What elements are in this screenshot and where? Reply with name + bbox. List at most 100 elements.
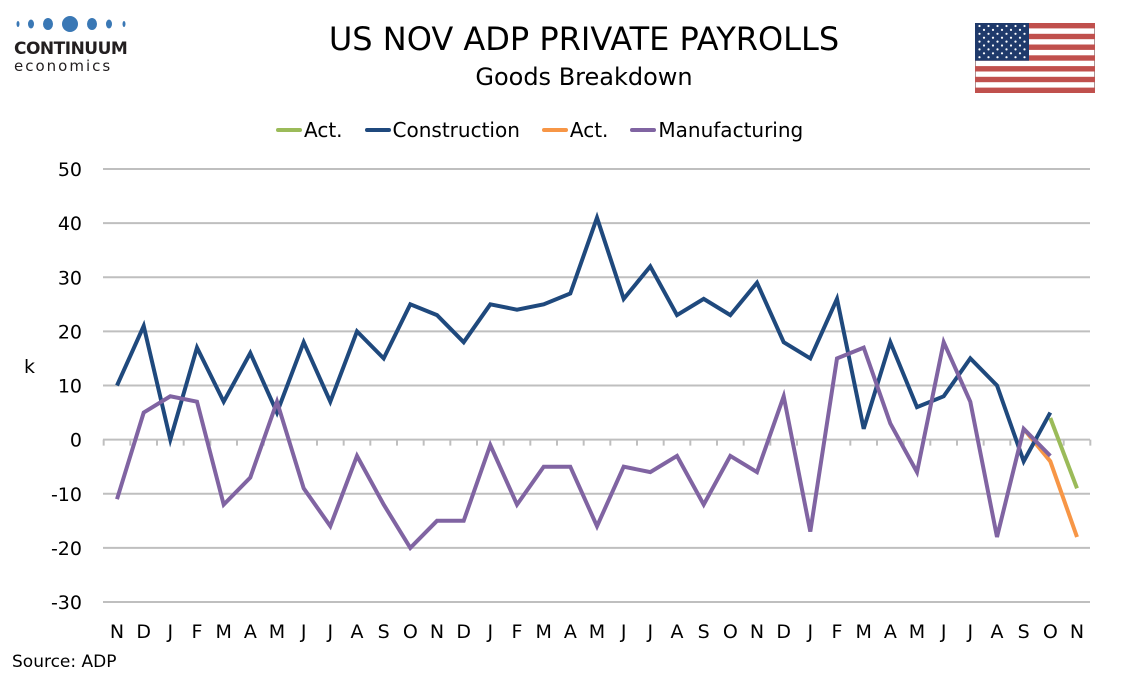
logo-dots-icon (16, 16, 126, 32)
flag-star (982, 36, 986, 39)
flag-star (1023, 24, 1026, 28)
flag-star (987, 48, 990, 51)
flag-star (978, 48, 981, 51)
y-tick-label: -30 (51, 592, 82, 614)
x-tick-label: A (351, 621, 364, 643)
x-tick-label: M (269, 621, 285, 643)
flag-star (996, 56, 999, 59)
x-tick-label: N (430, 621, 444, 643)
x-tick-label: A (671, 621, 684, 643)
flag-star (1000, 44, 1004, 47)
flag-star (982, 44, 986, 47)
x-tick-label: M (535, 621, 551, 643)
x-tick-label: M (589, 621, 605, 643)
x-tick-label: N (750, 621, 764, 643)
x-tick-label: M (909, 621, 925, 643)
legend-label: Act. (304, 118, 343, 142)
x-tick-label: O (723, 621, 738, 643)
flag-star (991, 28, 995, 31)
chart-legend: Act. Construction Act. Manufacturing (276, 118, 825, 142)
flag-star (1023, 48, 1026, 51)
x-tick-label: S (378, 621, 390, 643)
flag-star (1018, 52, 1022, 55)
y-tick-label: 50 (58, 159, 82, 181)
x-tick-label: A (244, 621, 257, 643)
y-axis-tick-labels: 50 40 30 20 10 0 -10 -20 -30 (51, 159, 82, 614)
flag-star (1005, 24, 1008, 28)
flag-star (982, 28, 986, 31)
legend-label: Act. (569, 118, 609, 142)
flag-star (978, 40, 981, 43)
x-tick-label: D (136, 621, 151, 643)
flag-star (978, 32, 981, 35)
legend-swatch-navy (364, 128, 391, 132)
x-tick-label: A (884, 621, 897, 643)
flag-star (991, 52, 995, 55)
flag-star (1009, 28, 1013, 31)
flag-star (1014, 32, 1017, 35)
legend-item-act-manufacturing: Act. (541, 118, 609, 142)
x-tick-label: D (456, 621, 471, 643)
y-tick-label: 0 (70, 430, 82, 452)
x-tick-label: J (620, 621, 627, 643)
flag-star (1014, 40, 1017, 43)
x-tick-label: J (300, 621, 307, 643)
x-tick-label: N (110, 621, 124, 643)
series-line-act-0 (1048, 417, 1079, 490)
flag-star (1023, 40, 1026, 43)
y-axis-label: k (24, 356, 35, 378)
legend-item-manufacturing: Manufacturing (630, 118, 803, 142)
x-tick-label: D (776, 621, 791, 643)
flag-star (1005, 56, 1008, 59)
flag-star (987, 32, 990, 35)
x-tick-label: J (807, 621, 814, 643)
x-tick-label: F (832, 621, 843, 643)
logo-wordmark: CONTINUUM (14, 39, 128, 59)
flag-star (978, 24, 981, 28)
flag-star (1009, 52, 1013, 55)
x-tick-label: O (403, 621, 418, 643)
flag-star (987, 24, 990, 28)
legend-label: Construction (392, 118, 520, 142)
flag-star (1005, 40, 1008, 43)
flag-star (1018, 36, 1022, 39)
continuum-economics-logo: CONTINUUM economics (14, 14, 134, 74)
flag-star (982, 52, 986, 55)
gridlines (103, 168, 1090, 603)
x-tick-label: S (698, 621, 710, 643)
flag-star (996, 48, 999, 51)
y-tick-label: -20 (51, 538, 82, 560)
flag-star (1005, 48, 1008, 51)
x-tick-label: A (991, 621, 1004, 643)
legend-swatch-green (276, 128, 302, 132)
x-tick-label: F (192, 621, 203, 643)
legend-item-act-construction: Act. (276, 118, 343, 142)
x-tick-label: M (215, 621, 231, 643)
flag-star (991, 44, 995, 47)
flag-star (1000, 36, 1004, 39)
flag-star (1018, 44, 1022, 47)
x-tick-label: J (167, 621, 174, 643)
flag-star (987, 56, 990, 59)
x-tick-label: N (1070, 621, 1084, 643)
flag-star (1009, 44, 1013, 47)
flag-star (1000, 28, 1004, 31)
legend-swatch-purple (630, 128, 657, 132)
y-tick-label: 40 (58, 213, 82, 235)
x-tick-label: F (512, 621, 523, 643)
flag-star (978, 56, 981, 59)
series-line-construction-1 (115, 211, 1053, 467)
flag-star (996, 24, 999, 28)
x-tick-label: A (564, 621, 577, 643)
x-tick-label: M (855, 621, 871, 643)
series-lines (115, 211, 1079, 552)
y-tick-label: 30 (58, 267, 82, 289)
x-tick-label: J (327, 621, 334, 643)
legend-label: Manufacturing (658, 118, 804, 142)
series-line-manufacturing-3 (115, 335, 1052, 552)
x-tick-label: J (967, 621, 974, 643)
flag-star (1000, 52, 1004, 55)
flag-star (1014, 48, 1017, 51)
flag-star (1023, 32, 1026, 35)
